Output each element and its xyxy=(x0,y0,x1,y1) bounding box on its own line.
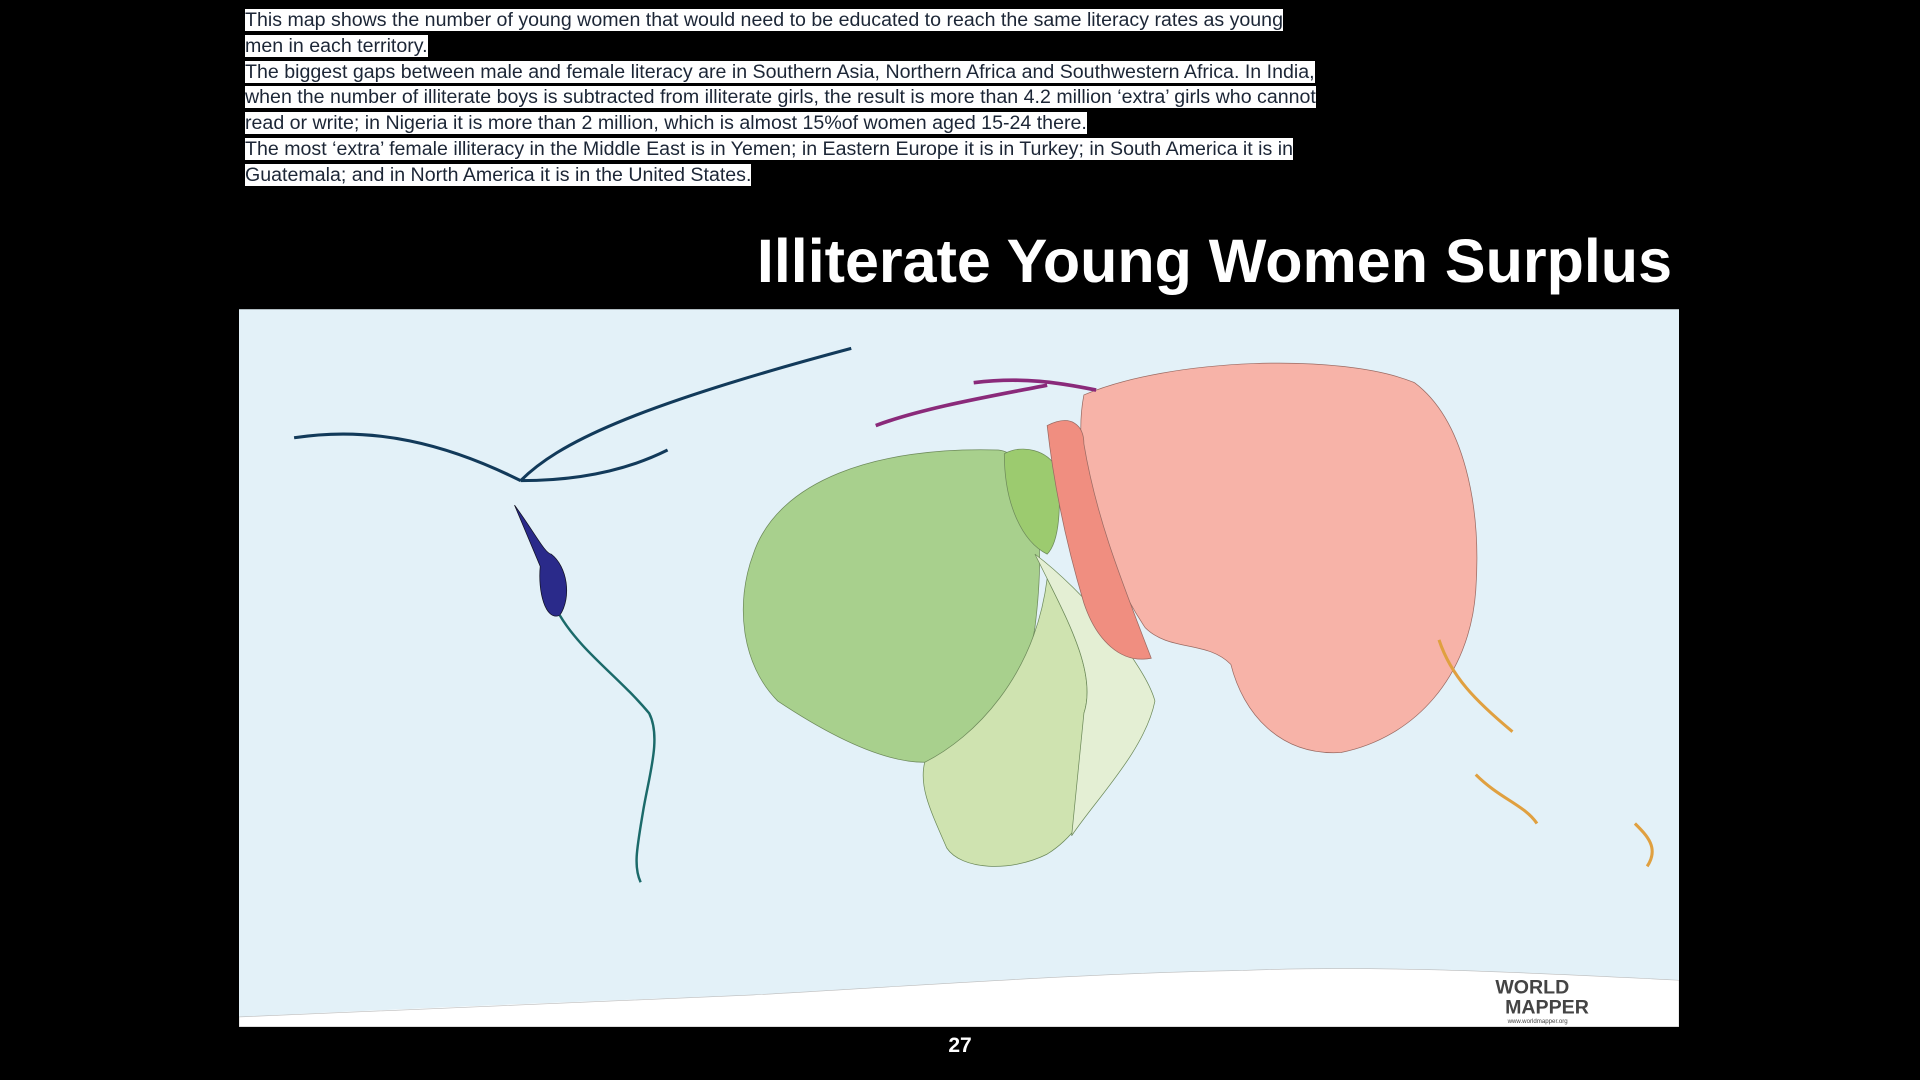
antarctica xyxy=(239,968,1679,1027)
paragraph-text: The biggest gaps between male and female… xyxy=(245,60,1316,135)
north-america xyxy=(293,346,852,483)
cartogram: WORLD MAPPER www.worldmapper.org xyxy=(239,309,1679,1027)
middle-east xyxy=(1046,420,1152,660)
page-number: 27 xyxy=(948,1034,972,1057)
paragraph: The most ‘extra’ female illiteracy in th… xyxy=(245,137,1325,189)
asia xyxy=(1080,362,1478,753)
paragraph: This map shows the number of young women… xyxy=(245,8,1325,60)
description: This map shows the number of young women… xyxy=(245,8,1325,189)
paragraph-text: This map shows the number of young women… xyxy=(245,9,1283,57)
oceania xyxy=(1437,639,1654,868)
logo-line2: MAPPER xyxy=(1505,996,1589,1018)
europe xyxy=(875,378,1097,428)
logo-line1: WORLD xyxy=(1495,977,1569,999)
logo-url: www.worldmapper.org xyxy=(1507,1018,1568,1025)
paragraph-text: The most ‘extra’ female illiteracy in th… xyxy=(245,137,1294,186)
paragraph: The biggest gaps between male and female… xyxy=(245,60,1325,137)
africa-egypt xyxy=(1003,448,1060,555)
south-america xyxy=(558,614,656,883)
united-states xyxy=(514,504,567,617)
title: Illiterate Young Women Surplus xyxy=(756,227,1672,295)
